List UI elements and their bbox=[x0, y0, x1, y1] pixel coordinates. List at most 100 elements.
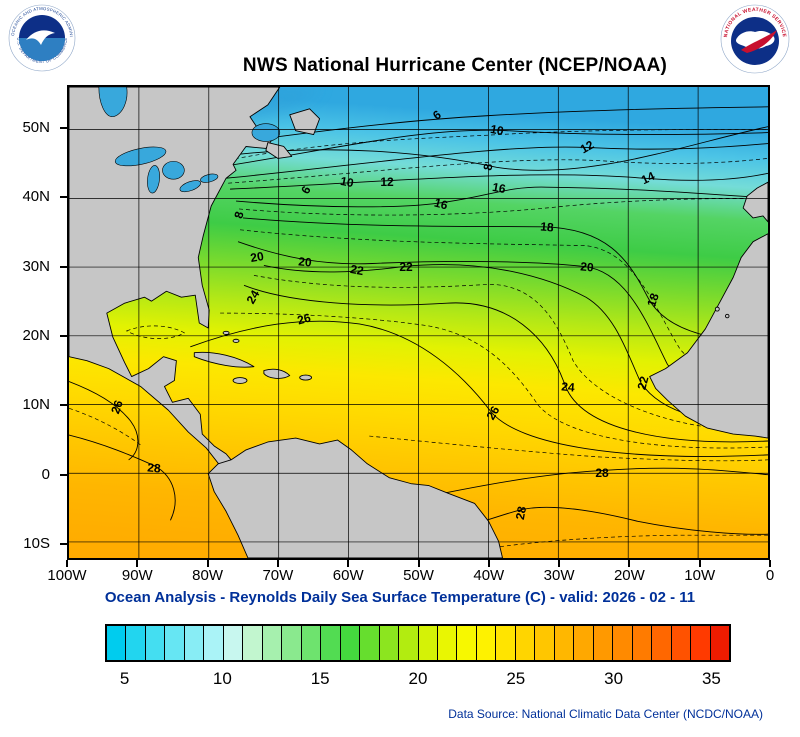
colorbar-segment bbox=[321, 626, 341, 660]
contour-label: 28 bbox=[595, 466, 609, 480]
colorbar-tick-label: 15 bbox=[310, 669, 330, 688]
x-tick-mark bbox=[347, 560, 350, 567]
contour-label: 12 bbox=[380, 175, 394, 189]
land-newfoundland bbox=[289, 108, 321, 136]
x-tick-mark bbox=[66, 560, 68, 567]
contour-label: 16 bbox=[491, 179, 507, 197]
colorbar-tick-label: 25 bbox=[506, 669, 526, 688]
colorbar-segment bbox=[632, 626, 653, 660]
colorbar-segment bbox=[613, 626, 633, 660]
data-source-note: Data Source: National Climatic Data Cent… bbox=[448, 707, 763, 721]
inland-water bbox=[98, 87, 281, 194]
contour-label: 26 bbox=[295, 310, 313, 328]
contour-label-layer: 6 10 12 8 14 6 10 12 16 16 8 18 20 20 22 22 20 18 24 26 24 22… bbox=[69, 87, 768, 558]
y-tick-mark bbox=[60, 473, 67, 476]
colorbar-segment bbox=[554, 626, 575, 660]
contour-label: 22 bbox=[349, 261, 365, 279]
colorbar-segment bbox=[593, 626, 614, 660]
x-tick-label: 20W bbox=[613, 567, 645, 584]
x-tick-label: 70W bbox=[262, 567, 294, 584]
colorbar-segment bbox=[184, 626, 205, 660]
contour-label: 20 bbox=[297, 254, 313, 270]
y-tick-mark bbox=[60, 334, 67, 337]
contour-label: 22 bbox=[634, 374, 652, 392]
land-jamaica bbox=[232, 377, 248, 384]
nws-logo: NATIONAL WEATHER SERVICE bbox=[720, 4, 790, 74]
hudson-bay bbox=[98, 87, 128, 118]
colorbar-tick-label: 10 bbox=[212, 669, 232, 688]
colorbar-segment bbox=[107, 626, 127, 660]
colorbar-segment bbox=[496, 626, 516, 660]
contour-label: 22 bbox=[399, 260, 413, 274]
contour-label: 6 bbox=[430, 107, 444, 123]
contour-label: 20 bbox=[579, 259, 595, 275]
contour-label: 14 bbox=[638, 168, 658, 188]
noaa-logo-icon: NATIONAL OCEANIC AND ATMOSPHERIC ADMINIS… bbox=[6, 0, 76, 72]
colorbar-segment bbox=[710, 626, 729, 660]
colorbar-segment bbox=[515, 626, 536, 660]
colorbar-segment bbox=[301, 626, 322, 660]
land-iberia bbox=[742, 181, 768, 223]
land-south-america bbox=[207, 437, 503, 558]
y-tick-mark bbox=[60, 404, 67, 407]
lake-erie bbox=[179, 180, 201, 193]
colorbar-segment bbox=[457, 626, 477, 660]
y-tick-mark bbox=[60, 127, 67, 129]
colorbar-segment bbox=[282, 626, 302, 660]
x-tick-label: 40W bbox=[473, 567, 505, 584]
colorbar-segment bbox=[399, 626, 419, 660]
colorbar-segment bbox=[223, 626, 244, 660]
x-tick-mark bbox=[487, 560, 490, 567]
colorbar-segment bbox=[418, 626, 438, 660]
lake-huron bbox=[162, 161, 185, 180]
y-tick-label: 0 bbox=[41, 465, 50, 483]
gulf-of-st-lawrence bbox=[251, 123, 281, 142]
contour-label: 26 bbox=[483, 403, 503, 423]
land-canary-islands bbox=[714, 306, 720, 312]
page-title: NWS National Hurricane Center (NCEP/NOAA… bbox=[242, 55, 668, 76]
y-tick-label: 40N bbox=[22, 188, 50, 206]
land-bahamas bbox=[232, 338, 240, 343]
y-tick-label: 10N bbox=[22, 396, 50, 414]
contour-label: 20 bbox=[249, 248, 265, 266]
colorbar-segment bbox=[671, 626, 692, 660]
colorbar-segment bbox=[340, 626, 361, 660]
x-tick-mark bbox=[276, 560, 279, 567]
y-tick-mark bbox=[60, 196, 67, 199]
y-tick-label: 50N bbox=[22, 119, 50, 136]
x-tick-mark bbox=[417, 560, 420, 567]
isotherm-contours-dashed bbox=[69, 129, 768, 554]
colorbar-segment bbox=[145, 626, 166, 660]
colorbar-tick-label: 5 bbox=[119, 669, 130, 688]
land-canary-islands bbox=[724, 313, 730, 319]
x-tick-mark bbox=[628, 560, 631, 567]
contour-label: 16 bbox=[432, 195, 450, 213]
contour-label: 8 bbox=[480, 162, 496, 172]
contour-label: 6 bbox=[298, 183, 314, 197]
lake-ontario bbox=[200, 173, 219, 183]
colorbar-segment bbox=[476, 626, 497, 660]
colorbar-segment bbox=[262, 626, 283, 660]
x-tick-mark bbox=[136, 560, 139, 567]
contour-label: 8 bbox=[231, 209, 247, 221]
colorbar-segment bbox=[243, 626, 263, 660]
x-tick-label: 50W bbox=[403, 567, 434, 584]
x-tick-label: 60W bbox=[332, 567, 364, 584]
contour-label: 12 bbox=[577, 137, 597, 157]
y-tick-label: 10S bbox=[23, 534, 50, 552]
colorbar-segment bbox=[574, 626, 594, 660]
contour-label: 28 bbox=[146, 460, 162, 476]
colorbar-segment bbox=[437, 626, 458, 660]
contour-label: 24 bbox=[560, 379, 576, 395]
x-tick-label: 0 bbox=[765, 567, 775, 584]
x-tick-label: 30W bbox=[543, 567, 575, 584]
x-tick-mark bbox=[698, 560, 701, 567]
land-hispaniola bbox=[263, 368, 291, 379]
x-tick-label: 100W bbox=[47, 567, 87, 584]
contour-label: 24 bbox=[243, 287, 263, 307]
x-tick-label: 80W bbox=[192, 567, 224, 584]
contour-label: 18 bbox=[644, 291, 662, 309]
x-tick-mark bbox=[769, 560, 771, 567]
contour-label: 26 bbox=[108, 398, 126, 416]
